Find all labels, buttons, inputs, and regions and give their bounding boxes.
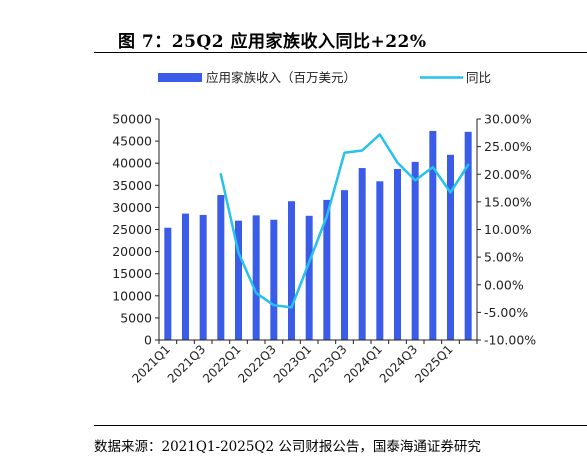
left-tick-label: 30000 xyxy=(112,200,152,215)
chart: 应用家族收入（百万美元） 同比 0 5000 10000 15000 20000 2500… xyxy=(112,70,536,386)
bar-series xyxy=(164,130,472,340)
right-tick-label: -10.00% xyxy=(484,333,536,348)
right-tick-label: 5.00% xyxy=(484,250,524,265)
left-tick-label: 10000 xyxy=(112,288,152,303)
yoy-line-series xyxy=(219,133,470,309)
bar-2022Q4 xyxy=(288,201,295,340)
x-tick-label: 2023Q1 xyxy=(271,342,315,386)
legend-label-line: 同比 xyxy=(466,70,491,85)
left-tick-label: 15000 xyxy=(112,266,152,281)
left-tick-label: 35000 xyxy=(112,178,152,193)
x-tick-label: 2024Q1 xyxy=(341,342,385,386)
left-tick-label: 45000 xyxy=(112,134,152,149)
x-tick-label: 2025Q1 xyxy=(412,342,456,386)
bar-2024Q4 xyxy=(429,130,437,340)
bar-2023Q3 xyxy=(341,190,348,340)
right-tick-label: 15.00% xyxy=(484,194,532,209)
source-divider xyxy=(94,425,587,426)
left-tick-label: 5000 xyxy=(120,310,152,325)
left-tick-label: 40000 xyxy=(112,156,152,171)
bar-2022Q2 xyxy=(252,215,260,340)
figure-title: 图 7：25Q2 应用家族收入同比+22% xyxy=(118,32,427,52)
right-tick-label: 25.00% xyxy=(484,139,532,154)
legend-swatch-bars xyxy=(158,73,202,82)
x-tick-label: 2021Q3 xyxy=(165,342,209,386)
bar-2021Q2 xyxy=(182,213,189,340)
bar-2025Q2 xyxy=(464,131,472,340)
bar-2023Q2 xyxy=(323,199,331,340)
left-tick-label: 25000 xyxy=(112,222,152,237)
title-divider xyxy=(94,52,587,53)
x-tick-label: 2024Q3 xyxy=(377,342,421,386)
bar-2022Q3 xyxy=(270,219,278,340)
bar-2023Q4 xyxy=(358,168,366,340)
bar-2021Q3 xyxy=(199,214,207,340)
left-tick-label: 50000 xyxy=(112,112,152,127)
bar-2021Q4 xyxy=(217,195,225,340)
x-tick-label: 2022Q1 xyxy=(200,342,244,386)
right-tick-label: 20.00% xyxy=(484,167,532,182)
bar-2021Q1 xyxy=(164,227,172,340)
left-tick-label: 0 xyxy=(144,333,152,348)
x-tick-label: 2021Q1 xyxy=(129,342,173,386)
bar-2023Q1 xyxy=(305,215,313,340)
x-tick-label: 2023Q3 xyxy=(306,342,350,386)
right-tick-label: 30.00% xyxy=(484,112,532,127)
right-tick-label: -5.00% xyxy=(484,305,528,320)
yoy-line xyxy=(219,133,470,309)
bar-2025Q1 xyxy=(447,154,454,340)
bar-2022Q1 xyxy=(235,220,242,340)
source-note: 数据来源：2021Q1-2025Q2 公司财报公告，国泰海通证券研究 xyxy=(94,439,481,455)
left-tick-label: 20000 xyxy=(112,244,152,259)
right-tick-label: 0.00% xyxy=(484,277,524,292)
legend-label-bars: 应用家族收入（百万美元） xyxy=(206,70,356,85)
right-tick-label: 10.00% xyxy=(484,222,532,237)
legend: 应用家族收入（百万美元） 同比 xyxy=(158,70,491,85)
bar-2024Q1 xyxy=(376,181,384,340)
bar-2024Q2 xyxy=(394,168,401,340)
bar-2024Q3 xyxy=(411,161,419,340)
x-tick-label: 2022Q3 xyxy=(235,342,279,386)
